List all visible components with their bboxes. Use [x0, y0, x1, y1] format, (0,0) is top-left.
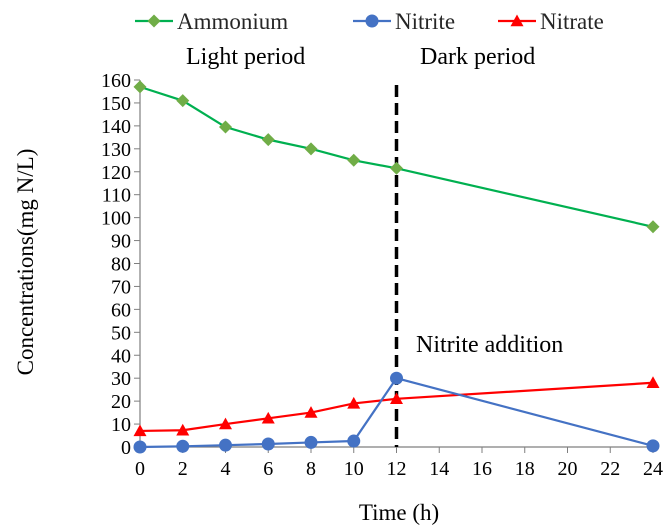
x-tick-label: 0 [135, 458, 145, 480]
x-tick-label: 20 [558, 458, 578, 480]
x-tick-label: 4 [221, 458, 231, 480]
x-tick-label: 6 [263, 458, 273, 480]
nitrate-point [261, 411, 275, 424]
legend-marker-nitrate [510, 14, 524, 27]
legend-item-nitrate: Nitrate [498, 9, 604, 34]
legend-label-nitrite: Nitrite [395, 9, 455, 34]
y-tick-label: 130 [101, 139, 131, 161]
ammonium-point [176, 94, 190, 108]
y-tick-label: 20 [111, 391, 131, 413]
nitrate-point [347, 396, 361, 409]
x-tick-label: 12 [387, 458, 407, 480]
legend-item-ammonium: Ammonium [135, 9, 288, 34]
y-tick-label: 150 [101, 93, 131, 115]
x-tick-label: 14 [429, 458, 449, 480]
x-tick-label: 2 [178, 458, 188, 480]
legend: Ammonium Nitrite Nitrate [135, 9, 604, 34]
nitrite-point [219, 438, 232, 452]
y-axis-title: Concentrations(mg N/L) [13, 149, 38, 376]
series-group [133, 80, 660, 454]
nitrite-point [133, 440, 147, 454]
nitrite-point [347, 434, 361, 448]
nitrate-point [133, 424, 147, 437]
x-tick-label: 10 [344, 458, 364, 480]
y-tick-label: 70 [111, 276, 131, 298]
light-period-label: Light period [186, 44, 305, 70]
nitrate-point [390, 392, 403, 405]
x-tick-label: 8 [306, 458, 316, 480]
nitrite-point [261, 437, 275, 451]
x-axis-title: Time (h) [359, 500, 439, 525]
nitrite-addition-label: Nitrite addition [416, 332, 563, 358]
nitrite-point [390, 371, 403, 385]
nitrate-point [176, 423, 190, 436]
legend-label-ammonium: Ammonium [177, 9, 288, 34]
ammonium-line [139, 85, 654, 228]
ammonium-point [646, 220, 660, 234]
y-tick-label: 50 [111, 322, 131, 344]
ammonium-point [133, 80, 147, 94]
nitrate-point [304, 406, 318, 418]
dark-period-label: Dark period [420, 44, 535, 70]
y-tick-label: 10 [111, 414, 131, 436]
y-tick-label: 160 [101, 70, 131, 92]
x-tick-label: 18 [515, 458, 535, 480]
nitrate-line [139, 381, 654, 433]
y-tick-label: 60 [111, 299, 131, 321]
x-tick-label: 24 [643, 458, 663, 480]
y-tick-label: 30 [111, 368, 131, 390]
x-axis-ticks: 0 2 4 6 8 10 12 14 16 18 20 22 24 [135, 447, 663, 480]
ammonium-point [304, 142, 318, 156]
y-tick-label: 90 [111, 231, 131, 253]
y-tick-label: 120 [101, 162, 131, 184]
nitrite-series [133, 371, 660, 454]
legend-label-nitrate: Nitrate [540, 9, 604, 34]
ammonium-point [219, 120, 232, 134]
y-tick-label: 110 [102, 185, 131, 207]
y-tick-label: 80 [111, 254, 131, 276]
legend-item-nitrite: Nitrite [353, 9, 455, 34]
x-tick-label: 22 [600, 458, 620, 480]
ammonium-point [390, 161, 403, 175]
y-tick-label: 0 [121, 437, 131, 459]
nitrite-point [304, 435, 318, 449]
nitrite-line [139, 376, 654, 449]
legend-marker-ammonium [147, 14, 161, 28]
ammonium-series [133, 80, 660, 234]
nitrate-point [219, 417, 232, 430]
nitrite-point [646, 439, 660, 453]
x-tick-label: 16 [472, 458, 492, 480]
ammonium-point [347, 153, 361, 167]
y-tick-label: 40 [111, 345, 131, 367]
nitrite-point [176, 439, 190, 453]
nitrate-series [133, 376, 660, 437]
ammonium-point [261, 133, 275, 147]
legend-marker-nitrite [365, 14, 379, 28]
y-tick-label: 100 [101, 208, 131, 230]
nitrate-point [646, 376, 660, 388]
y-tick-label: 140 [101, 116, 131, 138]
